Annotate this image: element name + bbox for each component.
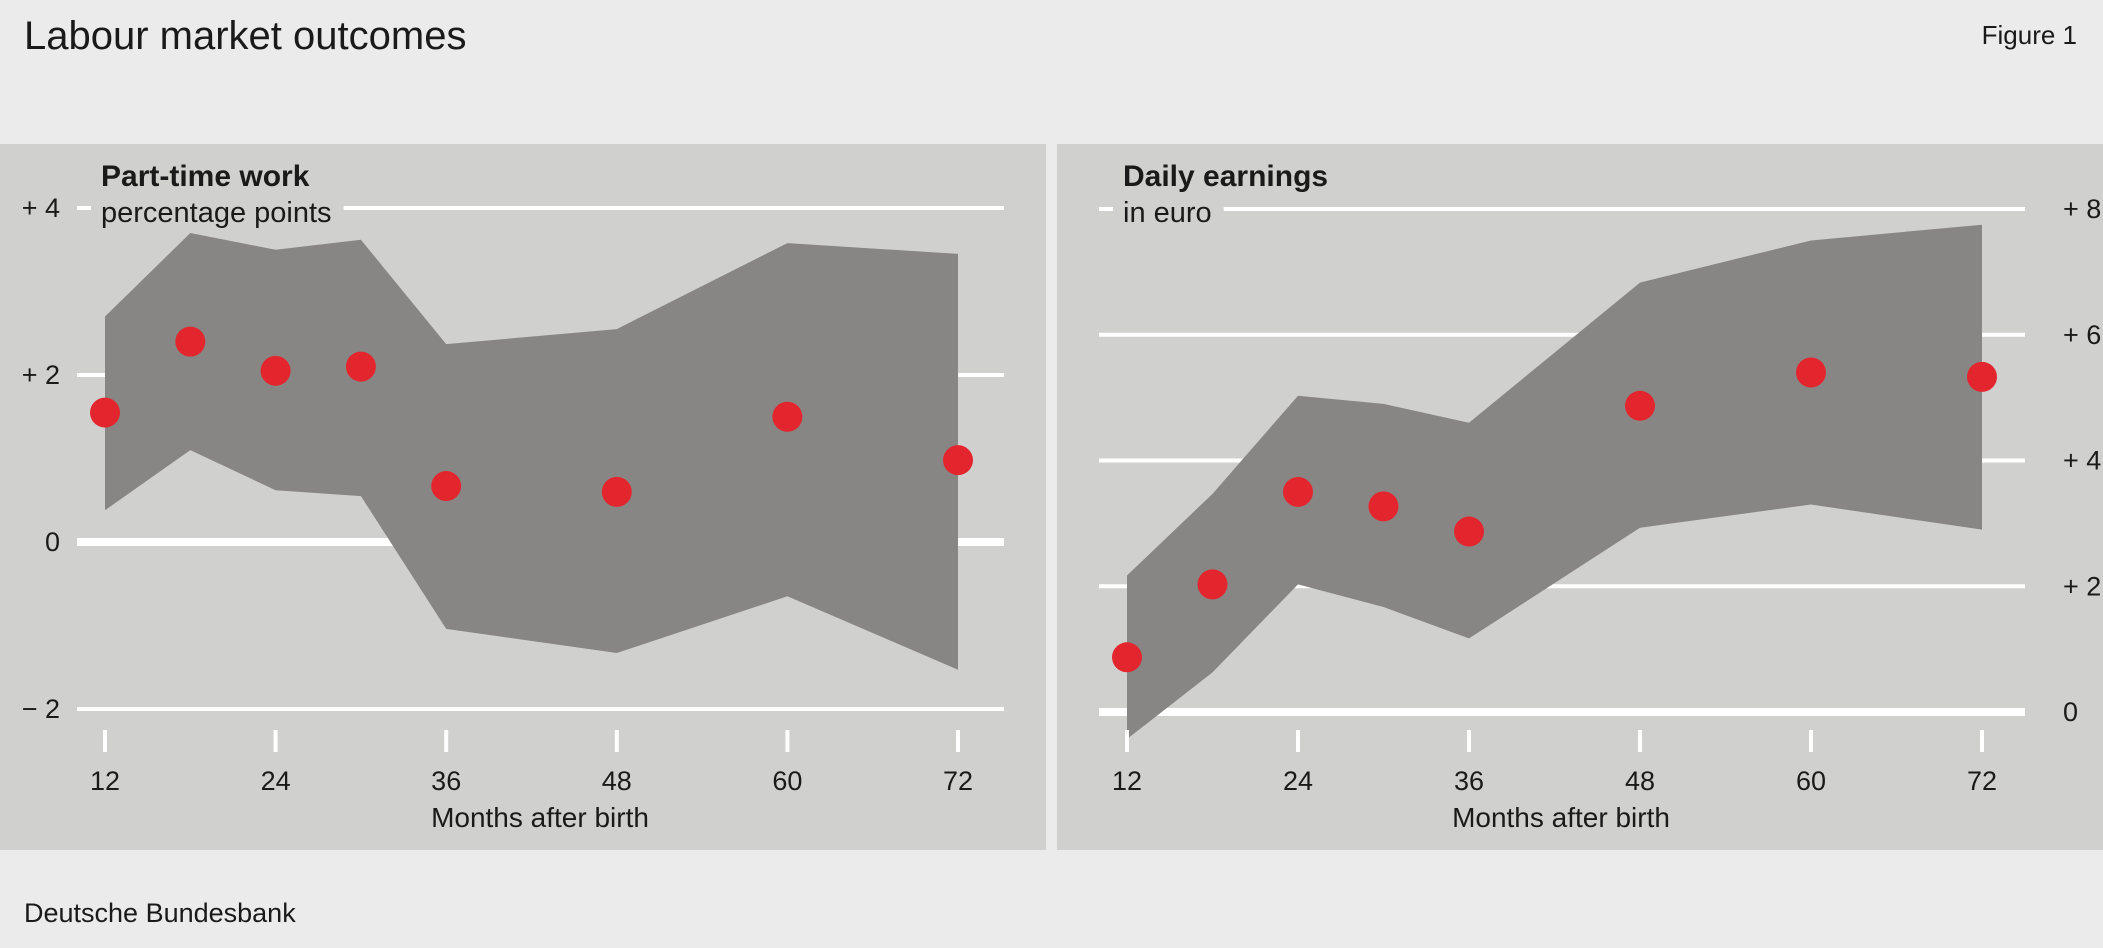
data-point xyxy=(431,471,462,502)
x-axis-label: Months after birth xyxy=(1452,802,1670,833)
chart-subtitle: in euro xyxy=(1123,197,1212,229)
page-title: Labour market outcomes xyxy=(24,14,467,58)
x-axis-label: Months after birth xyxy=(431,802,649,833)
y-tick-label: + 4 xyxy=(22,193,60,223)
chart-panel-daily-earnings: in euro Daily earnings + 8 + 6 + 4 + 2 0 12 24 36… xyxy=(1057,144,2103,850)
x-tick-label: 24 xyxy=(1283,766,1313,796)
x-tick-label: 72 xyxy=(1967,766,1997,796)
data-point xyxy=(1625,390,1655,421)
figure-label: Figure 1 xyxy=(1981,20,2077,50)
chart-title: Daily earnings xyxy=(1123,160,1328,193)
x-tick-label: 36 xyxy=(431,766,461,796)
x-tick-label: 12 xyxy=(1112,766,1142,796)
y-tick-label: − 2 xyxy=(22,694,60,724)
data-point xyxy=(1368,491,1399,522)
subtitle-backing xyxy=(1113,201,1224,227)
x-tick-label: 12 xyxy=(90,766,120,796)
data-point xyxy=(1967,361,1997,392)
x-tick-label: 36 xyxy=(1454,766,1484,796)
data-point xyxy=(345,351,376,382)
daily-earnings-chart: in euro Daily earnings + 8 + 6 + 4 + 2 0 12 24 36… xyxy=(1099,160,2101,833)
y-tick-label: 0 xyxy=(45,527,60,557)
confidence-band xyxy=(105,233,958,670)
y-tick-label: + 2 xyxy=(2063,571,2101,601)
data-point xyxy=(175,326,206,357)
y-tick-label: + 6 xyxy=(2063,320,2101,350)
x-tick-label: 60 xyxy=(772,766,802,796)
data-point xyxy=(1283,476,1313,507)
source-footer: Deutsche Bundesbank xyxy=(24,898,296,928)
data-point xyxy=(90,397,120,428)
chart-title: Part-time work xyxy=(101,160,310,193)
x-tick-label: 24 xyxy=(261,766,291,796)
confidence-band xyxy=(1127,224,1982,740)
data-point xyxy=(1112,642,1142,673)
data-point xyxy=(943,445,973,476)
y-tick-label: 0 xyxy=(2063,697,2078,727)
data-point xyxy=(1197,569,1228,600)
data-point xyxy=(1454,516,1484,547)
chart-subtitle: percentage points xyxy=(101,197,332,229)
data-point xyxy=(1796,357,1826,388)
x-tick-label: 48 xyxy=(1625,766,1655,796)
x-tick-label: 48 xyxy=(602,766,632,796)
x-tick-label: 60 xyxy=(1796,766,1826,796)
data-point xyxy=(260,355,291,386)
y-tick-label: + 2 xyxy=(22,360,60,390)
chart-panel-part-time-work: percentage points Part-time work + 4 + 2 0 − … xyxy=(0,144,1046,850)
part-time-work-chart: percentage points Part-time work + 4 + 2 0 − … xyxy=(22,160,1004,833)
y-tick-label: + 8 xyxy=(2063,194,2101,224)
subtitle-backing xyxy=(91,201,344,227)
data-point xyxy=(772,401,803,432)
y-tick-label: + 4 xyxy=(2063,446,2101,476)
data-point xyxy=(601,476,632,507)
x-tick-label: 72 xyxy=(943,766,973,796)
